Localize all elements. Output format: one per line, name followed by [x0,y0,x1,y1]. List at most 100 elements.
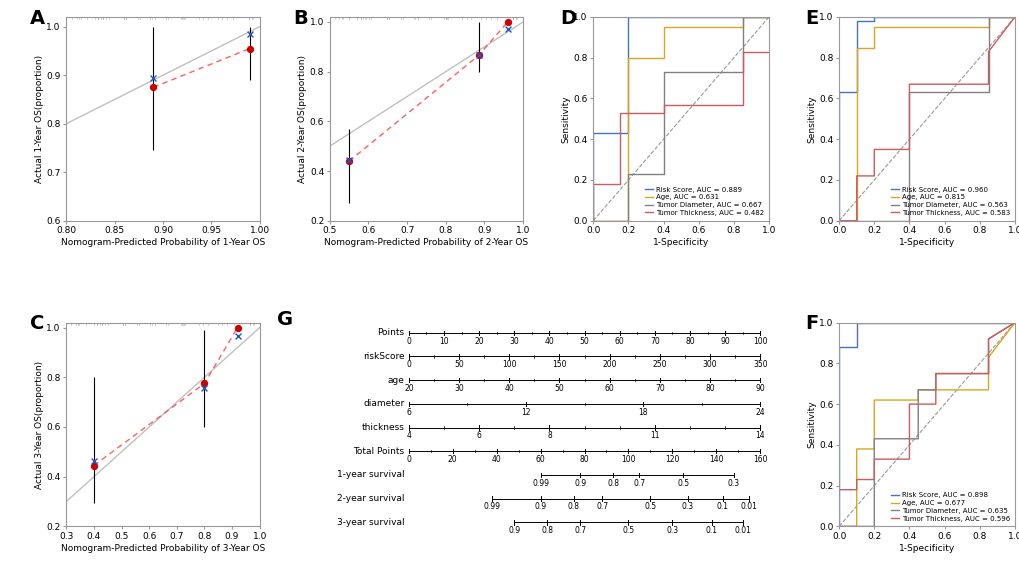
Text: 120: 120 [664,455,679,464]
Y-axis label: Actual 2-Year OS(proportion): Actual 2-Year OS(proportion) [298,55,307,183]
X-axis label: 1-Specificity: 1-Specificity [652,238,708,247]
Text: 0.7: 0.7 [574,526,586,535]
Y-axis label: Sensitivity: Sensitivity [561,95,570,143]
Text: 100: 100 [752,337,766,346]
Text: 50: 50 [554,384,564,393]
Text: 0.3: 0.3 [681,503,693,512]
Y-axis label: Actual 1-Year OS(proportion): Actual 1-Year OS(proportion) [35,55,44,183]
Text: 30: 30 [508,337,519,346]
Text: 200: 200 [602,361,616,370]
Text: 24: 24 [755,408,764,417]
Point [86,456,102,465]
Text: 4: 4 [406,431,411,440]
Text: 0.9: 0.9 [534,503,546,512]
Text: 0.01: 0.01 [734,526,750,535]
Text: thickness: thickness [361,423,405,432]
Text: 2-year survival: 2-year survival [336,494,405,503]
Text: 0.9: 0.9 [507,526,520,535]
Text: 10: 10 [439,337,448,346]
Text: 90: 90 [719,337,730,346]
Text: G: G [277,310,292,329]
Point [229,323,246,332]
Text: 0.99: 0.99 [483,503,500,512]
Point [86,461,102,470]
Text: 100: 100 [621,455,635,464]
Text: 100: 100 [501,361,516,370]
Text: 140: 140 [708,455,722,464]
Text: 0: 0 [406,455,411,464]
Text: 0.1: 0.1 [705,526,717,535]
Text: 0: 0 [406,337,411,346]
Text: 350: 350 [752,361,766,370]
Point [499,25,516,34]
X-axis label: Nomogram-Predicted Probability of 2-Year OS: Nomogram-Predicted Probability of 2-Year… [324,238,528,247]
Text: 6: 6 [406,408,411,417]
Text: 0.5: 0.5 [644,503,656,512]
Point [145,83,161,92]
Y-axis label: Sensitivity: Sensitivity [807,401,815,448]
Text: C: C [30,315,44,333]
Point [242,29,258,38]
Text: 60: 60 [614,337,624,346]
Text: age: age [387,376,405,385]
X-axis label: 1-Specificity: 1-Specificity [898,544,954,553]
Point [145,73,161,82]
Text: 30: 30 [453,384,464,393]
Point [340,155,357,164]
Text: 60: 60 [535,455,545,464]
Text: D: D [559,9,576,28]
Point [229,332,246,341]
Text: 300: 300 [702,361,716,370]
Text: 40: 40 [491,455,501,464]
Text: E: E [805,9,818,28]
Text: 8: 8 [546,431,551,440]
X-axis label: 1-Specificity: 1-Specificity [898,238,954,247]
Text: Total Points: Total Points [353,447,405,456]
Text: 60: 60 [604,384,613,393]
Text: 20: 20 [404,384,414,393]
Text: 0.5: 0.5 [622,526,634,535]
Text: 0.7: 0.7 [633,479,645,488]
Text: 11: 11 [649,431,659,440]
Text: 20: 20 [474,337,483,346]
Text: 6: 6 [476,431,481,440]
Text: A: A [30,9,45,28]
Point [242,44,258,53]
Text: 12: 12 [521,408,530,417]
X-axis label: Nomogram-Predicted Probability of 1-Year OS: Nomogram-Predicted Probability of 1-Year… [61,238,265,247]
Text: Points: Points [377,328,405,337]
Text: 40: 40 [503,384,514,393]
Text: 0.99: 0.99 [532,479,548,488]
Text: 0.1: 0.1 [716,503,729,512]
Text: 50: 50 [579,337,589,346]
Text: 0.3: 0.3 [728,479,739,488]
Text: diameter: diameter [363,400,405,409]
Text: 50: 50 [453,361,464,370]
Legend: Risk Score, AUC = 0.960, Age, AUC = 0.815, Tumor Diameter, AUC = 0.563, Tumor Th: Risk Score, AUC = 0.960, Age, AUC = 0.81… [889,185,1011,217]
Text: 70: 70 [654,384,664,393]
Text: 0.5: 0.5 [677,479,689,488]
Text: 80: 80 [685,337,694,346]
Point [340,157,357,166]
Y-axis label: Sensitivity: Sensitivity [807,95,815,143]
Text: 1-year survival: 1-year survival [336,470,405,479]
Text: 0.7: 0.7 [595,503,607,512]
Text: 0.3: 0.3 [665,526,678,535]
X-axis label: Nomogram-Predicted Probability of 3-Year OS: Nomogram-Predicted Probability of 3-Year… [61,544,265,553]
Text: 40: 40 [544,337,553,346]
Point [470,51,486,60]
Text: 18: 18 [638,408,647,417]
Text: F: F [805,315,818,333]
Text: B: B [292,9,308,28]
Text: 80: 80 [579,455,589,464]
Legend: Risk Score, AUC = 0.898, Age, AUC = 0.677, Tumor Diameter, AUC = 0.635, Tumor Th: Risk Score, AUC = 0.898, Age, AUC = 0.67… [889,491,1011,523]
Text: 0.8: 0.8 [541,526,552,535]
Text: 150: 150 [551,361,567,370]
Text: 0: 0 [406,361,411,370]
Point [196,384,212,393]
Text: riskScore: riskScore [363,352,405,361]
Text: 20: 20 [447,455,458,464]
Text: 250: 250 [652,361,666,370]
Text: 0.8: 0.8 [567,503,579,512]
Y-axis label: Actual 3-Year OS(proportion): Actual 3-Year OS(proportion) [35,361,44,488]
